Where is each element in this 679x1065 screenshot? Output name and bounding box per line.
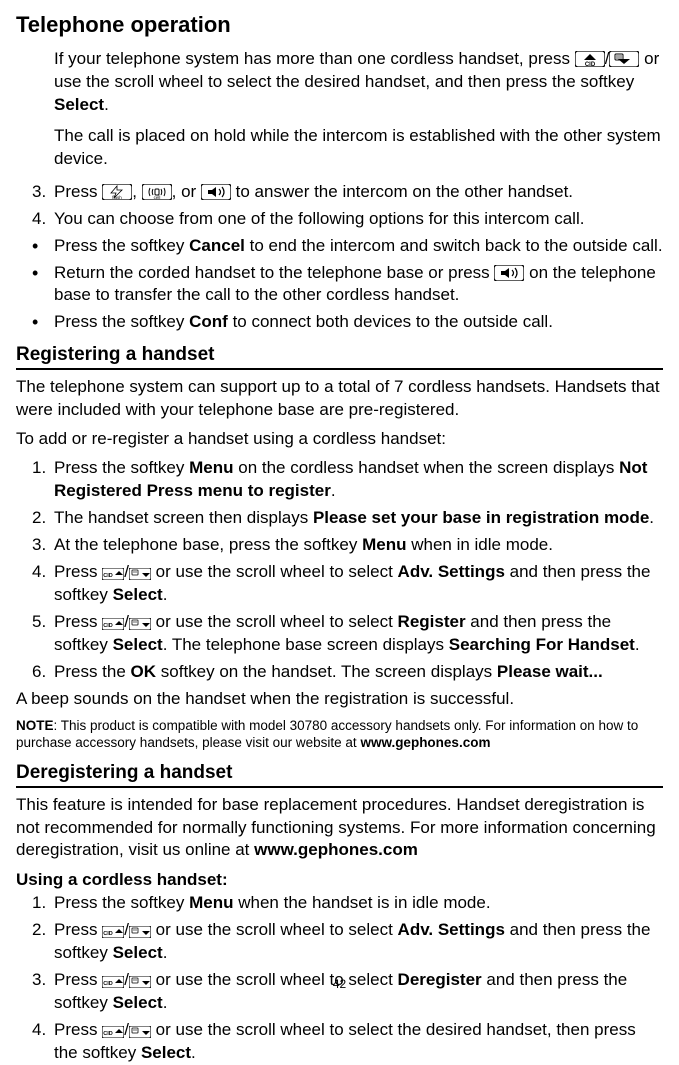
cid-up-icon [102,926,124,938]
text: Press the softkey [54,458,189,477]
text: Return the corded handset to the telepho… [54,263,494,282]
reg-step-6: 6.Press the OK softkey on the handset. T… [16,661,663,684]
speaker-icon [201,184,231,200]
please-set-label: Please set your base in registration mod… [313,508,649,527]
cancel-label: Cancel [189,236,245,255]
text: , [132,182,141,201]
text: Press [54,562,102,581]
dir-down-icon [129,926,151,938]
note-text: NOTE: This product is compatible with mo… [16,717,663,752]
select-label: Select [113,635,163,654]
text: Press the [54,662,131,681]
text: . [163,585,168,604]
text: . [104,95,109,114]
text: or use the scroll wheel to select [151,562,398,581]
text: Press [54,612,102,631]
text: : This product is compatible with model … [16,718,638,751]
flash-icon [102,184,132,200]
url: www.gephones.com [254,840,418,859]
cid-up-icon [102,618,124,630]
dir-down-icon [129,1026,151,1038]
text: to answer the intercom on the other hand… [231,182,573,201]
reg-beep: A beep sounds on the handset when the re… [16,688,663,711]
deregistering-heading: Deregistering a handset [16,762,663,788]
text: You can choose from one of the following… [54,209,584,228]
dir-down-icon [609,51,639,67]
text: , or [172,182,201,201]
bullet-return: •Return the corded handset to the teleph… [16,262,663,308]
text: softkey on the handset. The screen displ… [156,662,497,681]
select-label: Select [113,993,163,1012]
text: . [331,481,336,500]
register-label: Register [398,612,466,631]
dereg-subhead: Using a cordless handset: [16,870,663,890]
menu-label: Menu [189,893,233,912]
reg-toadd: To add or re-register a handset using a … [16,428,663,451]
select-label: Select [141,1043,191,1062]
dereg-step-2: 2.Press / or use the scroll wheel to sel… [16,919,663,965]
text: when the handset is in idle mode. [234,893,491,912]
text: to end the intercom and switch back to t… [245,236,663,255]
text: Press the softkey [54,312,189,331]
cid-up-icon [102,568,124,580]
reg-step-2: 2.The handset screen then displays Pleas… [16,507,663,530]
step-4: 4.You can choose from one of the followi… [16,208,663,231]
text: . [191,1043,196,1062]
adv-settings-label: Adv. Settings [398,562,505,581]
page-title: Telephone operation [16,12,663,38]
dir-down-icon [129,568,151,580]
text: . [635,635,640,654]
dereg-intro: This feature is intended for base replac… [16,794,663,863]
intro-para-2: The call is placed on hold while the int… [54,125,663,171]
adv-settings-label: Adv. Settings [398,920,505,939]
reg-step-3: 3.At the telephone base, press the softk… [16,534,663,557]
ok-label: OK [131,662,157,681]
step-3: 3.Press , , or to answer the intercom on… [16,181,663,204]
text: when in idle mode. [406,535,552,554]
text: At the telephone base, press the softkey [54,535,362,554]
dereg-step-1: 1.Press the softkey Menu when the handse… [16,892,663,915]
text: or use the scroll wheel to select [151,612,398,631]
bullet-conf: •Press the softkey Conf to connect both … [16,311,663,334]
speaker-icon [494,265,524,281]
cid-up-icon [102,1026,124,1038]
note-label: NOTE [16,718,54,733]
conf-label: Conf [189,312,228,331]
reg-intro: The telephone system can support up to a… [16,376,663,422]
text: Press [54,182,102,201]
dereg-step-4: 4.Press / or use the scroll wheel to sel… [16,1019,663,1065]
text: . [163,993,168,1012]
dir-down-icon [129,618,151,630]
searching-label: Searching For Handset [449,635,635,654]
text: to connect both devices to the outside c… [228,312,553,331]
text: or use the scroll wheel to select [151,920,398,939]
bullet-cancel: •Press the softkey Cancel to end the int… [16,235,663,258]
text: Press [54,920,102,939]
url: www.gephones.com [360,735,490,750]
select-label: Select [54,95,104,114]
text: Press [54,1020,102,1039]
text: . [649,508,654,527]
text: The handset screen then displays [54,508,313,527]
menu-label: Menu [189,458,233,477]
text: Press the softkey [54,893,189,912]
text: . The telephone base screen displays [163,635,449,654]
select-label: Select [113,585,163,604]
page-number: 42 [0,977,679,991]
text: . [163,943,168,962]
reg-step-4: 4.Press / or use the scroll wheel to sel… [16,561,663,607]
cid-up-icon [575,51,605,67]
intro-para-1: If your telephone system has more than o… [54,48,663,117]
please-wait-label: Please wait... [497,662,603,681]
text: If your telephone system has more than o… [54,49,575,68]
cell-icon [142,184,172,200]
menu-label: Menu [362,535,406,554]
text: Press the softkey [54,236,189,255]
reg-step-5: 5.Press / or use the scroll wheel to sel… [16,611,663,657]
select-label: Select [113,943,163,962]
registering-heading: Registering a handset [16,344,663,370]
reg-step-1: 1.Press the softkey Menu on the cordless… [16,457,663,503]
text: on the cordless handset when the screen … [234,458,620,477]
